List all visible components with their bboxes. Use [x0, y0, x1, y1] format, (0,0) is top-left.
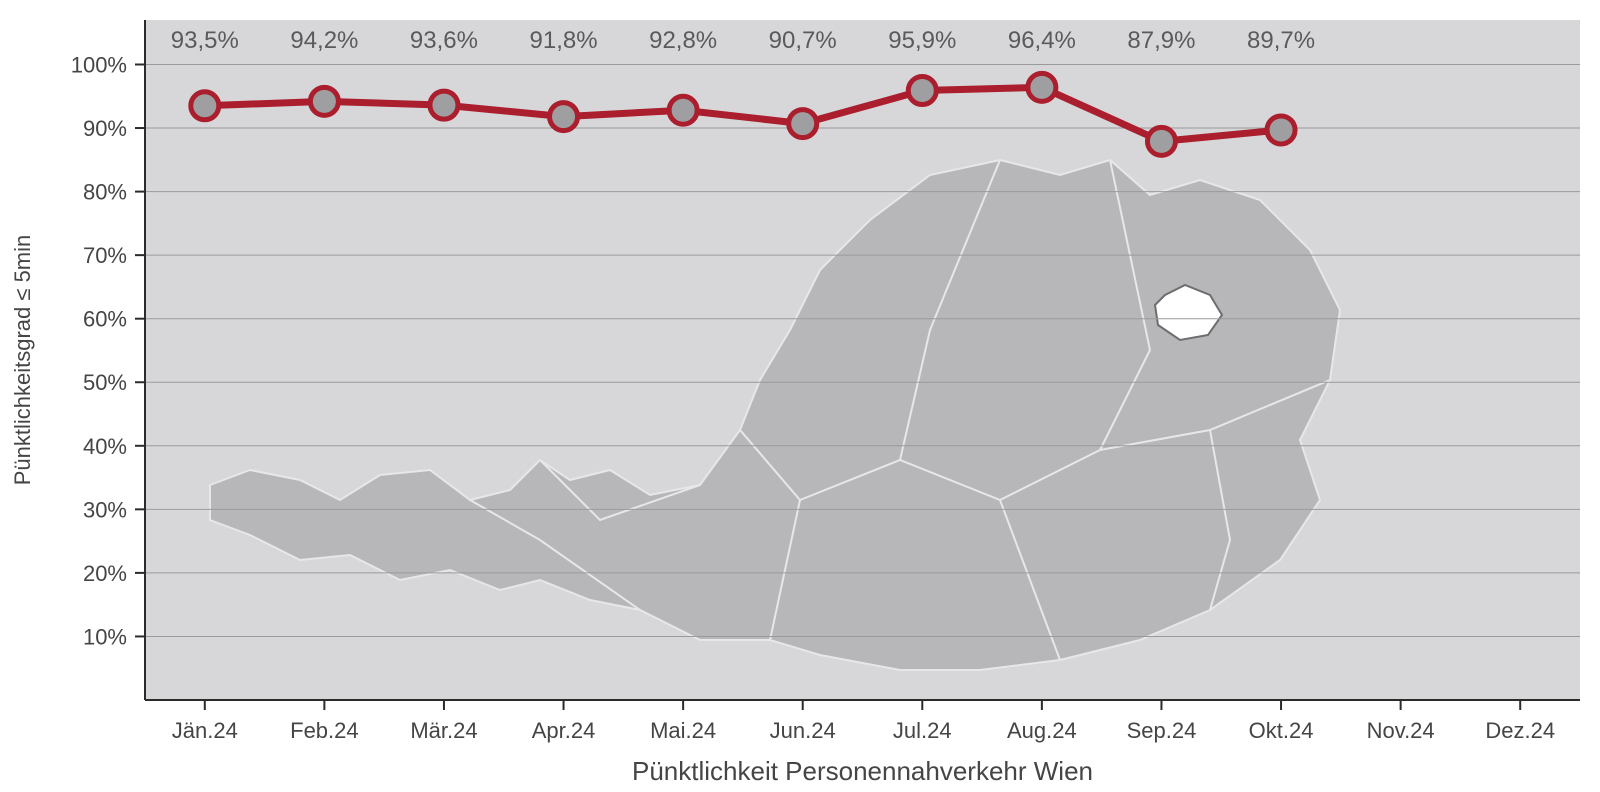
y-tick-label: 10% [83, 624, 127, 649]
x-tick-label: Jul.24 [893, 718, 952, 743]
data-point [191, 92, 219, 120]
data-point [1147, 127, 1175, 155]
x-tick-label: Jän.24 [172, 718, 238, 743]
y-tick-label: 90% [83, 116, 127, 141]
y-axis-label: Pünktlichkeitsgrad ≤ 5min [10, 235, 35, 486]
y-tick-label: 60% [83, 307, 127, 332]
chart-svg: 10% 20% 30% 40% 50% 60% 70% 80% 90% 100% Jän.24 Feb… [0, 0, 1600, 792]
x-tick-label: Mär.24 [410, 718, 477, 743]
x-tick-label: Jun.24 [770, 718, 836, 743]
data-point [669, 96, 697, 124]
value-label: 91,8% [530, 27, 598, 54]
x-tick-label: Apr.24 [532, 718, 596, 743]
y-tick-label: 70% [83, 243, 127, 268]
x-tick-label: Feb.24 [290, 718, 359, 743]
x-tick-label: Aug.24 [1007, 718, 1077, 743]
y-tick-label: 80% [83, 180, 127, 205]
value-label: 87,9% [1127, 27, 1195, 54]
value-label: 90,7% [769, 27, 837, 54]
value-label: 92,8% [649, 27, 717, 54]
data-point [1028, 73, 1056, 101]
data-point [310, 87, 338, 115]
y-tick-label: 20% [83, 561, 127, 586]
value-label: 96,4% [1008, 27, 1076, 54]
x-axis-label: Pünktlichkeit Personennahverkehr Wien [632, 756, 1093, 786]
y-tick-label: 50% [83, 370, 127, 395]
data-point [550, 103, 578, 131]
data-point [430, 91, 458, 119]
data-point [789, 110, 817, 138]
x-tick-label: Sep.24 [1127, 718, 1197, 743]
x-tick-label: Dez.24 [1485, 718, 1555, 743]
value-label: 94,2% [290, 27, 358, 54]
value-label: 93,5% [171, 27, 239, 54]
data-point [908, 77, 936, 105]
data-point [1267, 116, 1295, 144]
value-label: 89,7% [1247, 27, 1315, 54]
y-tick-label: 40% [83, 434, 127, 459]
value-label: 93,6% [410, 27, 478, 54]
punctuality-chart: 10% 20% 30% 40% 50% 60% 70% 80% 90% 100% Jän.24 Feb… [0, 0, 1600, 792]
x-tick-label: Okt.24 [1249, 718, 1314, 743]
x-tick-label: Mai.24 [650, 718, 716, 743]
y-tick-label: 30% [83, 497, 127, 522]
x-tick-label: Nov.24 [1367, 718, 1435, 743]
y-tick-label: 100% [71, 52, 127, 77]
value-label: 95,9% [888, 27, 956, 54]
